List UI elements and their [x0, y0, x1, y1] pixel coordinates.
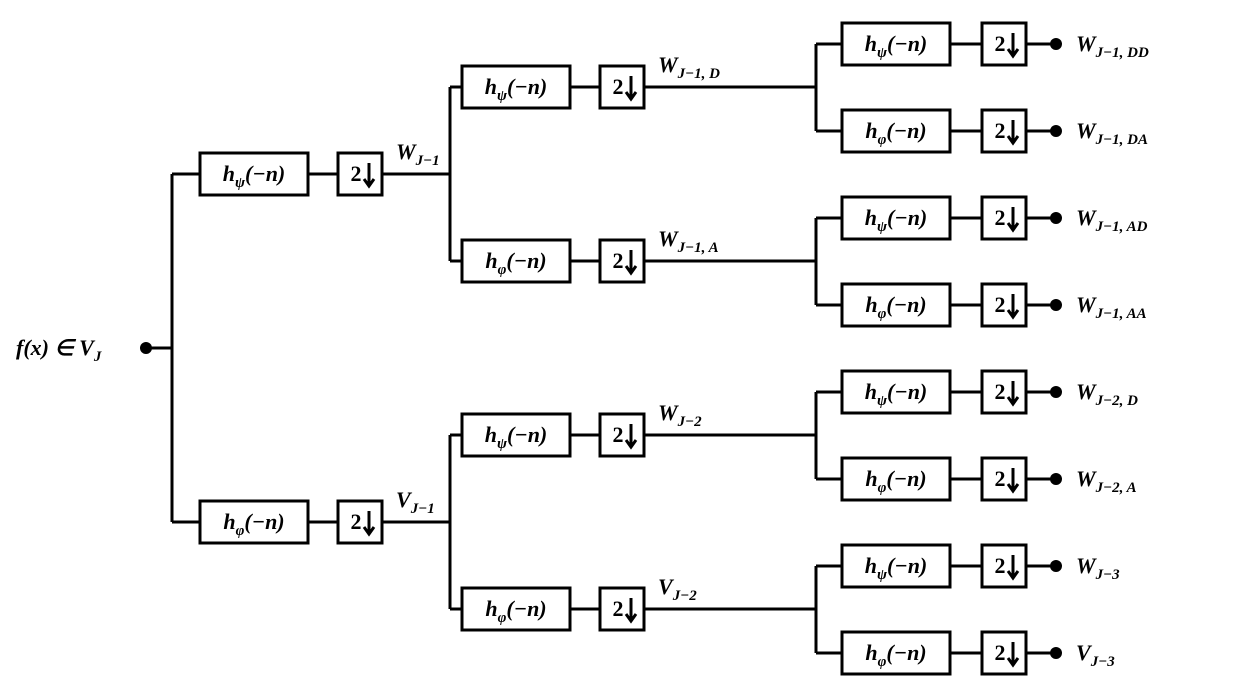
leaf-label-7: VJ−3: [1076, 640, 1115, 670]
svg-text:2: 2: [351, 161, 362, 186]
leaf-label-5: WJ−2, A: [1076, 466, 1137, 496]
svg-text:2: 2: [613, 596, 624, 621]
leaf-dot-4: [1050, 386, 1062, 398]
svg-text:2: 2: [995, 379, 1006, 404]
leaf-label-1: WJ−1, DA: [1076, 118, 1148, 148]
leaf-dot-2: [1050, 212, 1062, 224]
svg-text:2: 2: [613, 74, 624, 99]
l2-label-1: WJ−1, A: [658, 226, 719, 256]
leaf-dot-5: [1050, 473, 1062, 485]
svg-text:2: 2: [995, 553, 1006, 578]
wavelet-packet-tree: f(x) ∈ VJhψ(−n)2WJ−1hφ(−n)2VJ−1hψ(−n)2WJ…: [0, 0, 1239, 697]
leaf-dot-0: [1050, 38, 1062, 50]
svg-text:2: 2: [613, 422, 624, 447]
l2-label-2: WJ−2: [658, 400, 702, 430]
leaf-dot-7: [1050, 647, 1062, 659]
svg-text:2: 2: [613, 248, 624, 273]
leaf-dot-6: [1050, 560, 1062, 572]
leaf-label-2: WJ−1, AD: [1076, 205, 1148, 235]
svg-text:2: 2: [995, 640, 1006, 665]
svg-text:2: 2: [995, 205, 1006, 230]
svg-text:2: 2: [995, 118, 1006, 143]
l2-label-3: VJ−2: [658, 574, 697, 604]
l2-label-0: WJ−1, D: [658, 52, 720, 82]
leaf-label-6: WJ−3: [1076, 553, 1120, 583]
svg-text:2: 2: [995, 31, 1006, 56]
leaf-label-0: WJ−1, DD: [1076, 31, 1149, 61]
svg-text:2: 2: [995, 466, 1006, 491]
l1-label-1: VJ−1: [396, 487, 435, 517]
input-label: f(x) ∈ VJ: [16, 335, 102, 365]
svg-text:2: 2: [995, 292, 1006, 317]
leaf-dot-3: [1050, 299, 1062, 311]
svg-text:2: 2: [351, 509, 362, 534]
leaf-label-3: WJ−1, AA: [1076, 292, 1147, 322]
l1-label-0: WJ−1: [396, 139, 440, 169]
leaf-label-4: WJ−2, D: [1076, 379, 1138, 409]
leaf-dot-1: [1050, 125, 1062, 137]
